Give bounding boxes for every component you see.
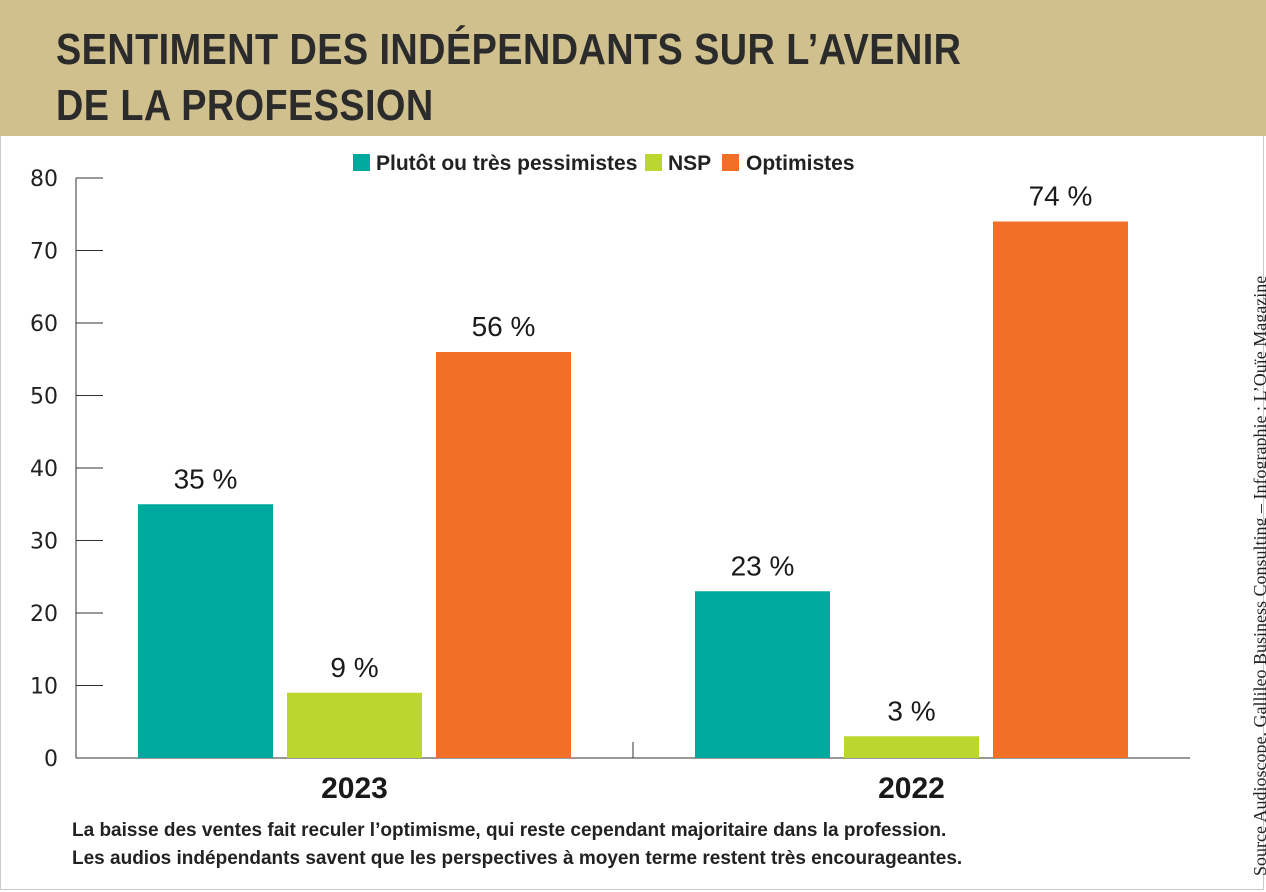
bar bbox=[138, 504, 273, 758]
title-banner: SENTIMENT DES INDÉPENDANTS SUR L’AVENIR … bbox=[0, 0, 1266, 136]
chart-title-line-2: DE LA PROFESSION bbox=[56, 81, 434, 130]
legend-swatch bbox=[353, 154, 370, 171]
source-text: Source Audioscope, Gallileo Business Con… bbox=[1250, 275, 1266, 876]
data-label: 56 % bbox=[472, 311, 536, 342]
legend-swatch bbox=[722, 154, 739, 171]
chart-title-line-1: SENTIMENT DES INDÉPENDANTS SUR L’AVENIR bbox=[56, 25, 962, 74]
legend-label: Plutôt ou très pessimistes bbox=[376, 152, 637, 175]
y-tick-label: 0 bbox=[44, 747, 58, 772]
caption-line-2: Les audios indépendants savent que les p… bbox=[72, 848, 963, 869]
bar bbox=[844, 736, 979, 758]
y-tick-label: 60 bbox=[30, 312, 58, 337]
y-tick-label: 10 bbox=[30, 675, 58, 700]
x-category-label: 2023 bbox=[321, 772, 388, 805]
x-category-label: 2022 bbox=[878, 772, 945, 805]
bar bbox=[287, 692, 422, 758]
y-tick-label: 40 bbox=[30, 457, 58, 482]
chart-title: SENTIMENT DES INDÉPENDANTS SUR L’AVENIR … bbox=[56, 22, 1002, 134]
data-label: 9 % bbox=[330, 652, 378, 683]
y-tick-label: 70 bbox=[30, 240, 58, 265]
data-label: 3 % bbox=[887, 695, 935, 726]
bar-chart: 0 10 20 30 40 50 60 70 80 35 % 9 % 56 % 2023 23 % 3 % 7… bbox=[30, 152, 1190, 805]
legend-label: Optimistes bbox=[746, 152, 855, 175]
chart-caption: La baisse des ventes fait reculer l’opti… bbox=[72, 817, 1172, 873]
y-tick-label: 20 bbox=[30, 602, 58, 627]
legend-label: NSP bbox=[668, 152, 711, 175]
y-tick-label: 30 bbox=[30, 530, 58, 555]
caption-line-1: La baisse des ventes fait reculer l’opti… bbox=[72, 820, 947, 841]
bar bbox=[695, 591, 830, 758]
y-tick-label: 80 bbox=[30, 167, 58, 192]
data-label: 23 % bbox=[731, 550, 795, 581]
y-tick-label: 50 bbox=[30, 385, 58, 410]
data-label: 35 % bbox=[174, 463, 238, 494]
bar bbox=[436, 352, 571, 758]
legend-swatch bbox=[645, 154, 662, 171]
source-credit: Source Audioscope, Gallileo Business Con… bbox=[1222, 146, 1266, 876]
data-label: 74 % bbox=[1029, 181, 1093, 212]
bar bbox=[993, 221, 1128, 758]
